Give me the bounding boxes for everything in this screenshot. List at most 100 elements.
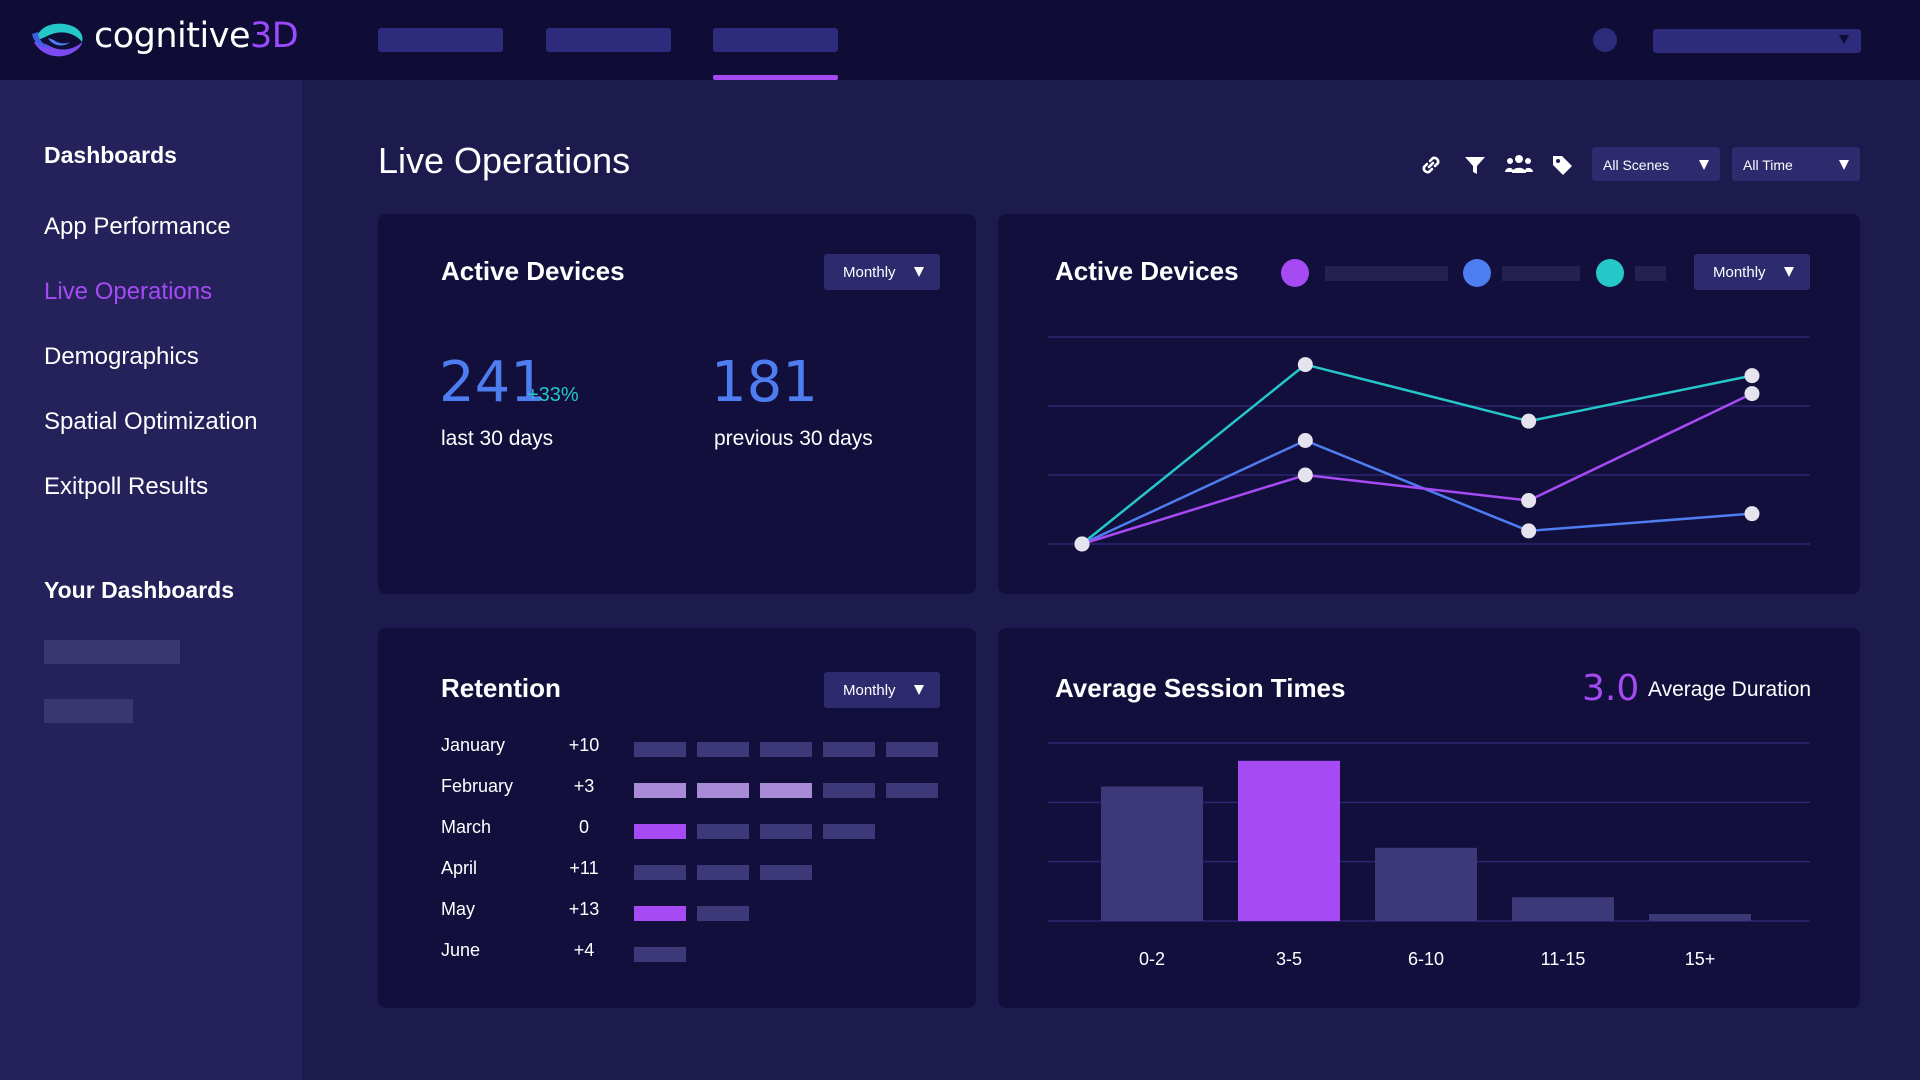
- app-logo-text[interactable]: cognitive3D: [94, 16, 299, 56]
- retention-month-label: June: [441, 940, 481, 960]
- retention-cell[interactable]: [823, 742, 875, 757]
- legend-dot-teal[interactable]: [1596, 259, 1624, 287]
- dropdown-label: Monthly: [1713, 264, 1766, 281]
- retention-cell[interactable]: [823, 824, 875, 839]
- sidebar-item-demographics[interactable]: Demographics: [44, 343, 199, 370]
- retention-cell[interactable]: [697, 783, 749, 798]
- active-devices-previous-label: previous 30 days: [714, 427, 873, 450]
- legend-label-placeholder: [1635, 266, 1666, 281]
- retention-cell[interactable]: [823, 783, 875, 798]
- retention-cell[interactable]: [760, 865, 812, 880]
- avatar[interactable]: [1593, 28, 1617, 52]
- retention-month-label: January: [441, 735, 506, 755]
- retention-cell[interactable]: [634, 947, 686, 962]
- sidebar-item-placeholder-2[interactable]: [44, 699, 133, 723]
- x-tick-label: 15+: [1685, 949, 1716, 969]
- retention-cell[interactable]: [634, 783, 686, 798]
- active-devices-stat-title: Active Devices: [441, 256, 625, 286]
- scene-select[interactable]: All Scenes: [1592, 147, 1720, 181]
- users-icon[interactable]: [1504, 152, 1534, 178]
- retention-cell[interactable]: [886, 742, 938, 757]
- retention-delta: +13: [568, 899, 600, 919]
- bar-3-5[interactable]: [1238, 760, 1340, 921]
- retention-delta: +11: [569, 858, 599, 878]
- retention-cell[interactable]: [697, 742, 749, 757]
- dropdown-label: Monthly: [843, 264, 896, 281]
- retention-cell[interactable]: [634, 824, 686, 839]
- retention-month-label: April: [441, 858, 478, 878]
- nav-tab-2[interactable]: [546, 28, 671, 52]
- page-title: Live Operations: [378, 140, 631, 181]
- nav-tab-1[interactable]: [378, 28, 503, 52]
- active-devices-period-dropdown[interactable]: Monthly: [824, 254, 940, 290]
- data-point-s2-2[interactable]: [1521, 493, 1537, 509]
- session-times-bar-chart: 0-2 3-5 6-10 11-15 15+: [1048, 742, 1810, 969]
- time-select[interactable]: All Time: [1732, 147, 1860, 181]
- legend-label-placeholder: [1325, 266, 1448, 281]
- retention-cell[interactable]: [634, 865, 686, 880]
- retention-cell[interactable]: [697, 906, 749, 921]
- sidebar-item-live-operations[interactable]: Live Operations: [44, 278, 213, 305]
- sidebar-item-app-performance[interactable]: App Performance: [44, 213, 231, 240]
- retention-month-label: February: [441, 776, 514, 796]
- nav-tab-3[interactable]: [713, 28, 838, 52]
- scene-select-label: All Scenes: [1603, 157, 1670, 173]
- sidebar-item-exitpoll-results[interactable]: Exitpoll Results: [44, 473, 209, 500]
- chevron-down-icon: [1699, 160, 1709, 170]
- bar-15+[interactable]: [1649, 914, 1751, 921]
- data-point-s1-2[interactable]: [1521, 523, 1537, 539]
- data-point-s0-2[interactable]: [1521, 413, 1537, 429]
- x-tick-label: 11-15: [1541, 949, 1586, 969]
- bar-11-15[interactable]: [1512, 897, 1614, 921]
- data-point-s1-1[interactable]: [1297, 433, 1313, 448]
- top-bar: cognitive3D: [0, 0, 1920, 80]
- x-tick-label: 3-5: [1276, 949, 1302, 969]
- legend-dot-purple[interactable]: [1281, 259, 1309, 287]
- series-line-0: [1081, 363, 1753, 545]
- active-devices-current-label: last 30 days: [441, 427, 554, 450]
- retention-delta: +3: [573, 776, 595, 796]
- data-point-s2-3[interactable]: [1744, 386, 1760, 402]
- active-devices-chart-title: Active Devices: [1055, 256, 1239, 286]
- legend-label-placeholder: [1502, 266, 1580, 281]
- sidebar-item-placeholder-1[interactable]: [44, 640, 180, 664]
- retention-cell[interactable]: [697, 865, 749, 880]
- retention-cell[interactable]: [886, 783, 938, 798]
- data-point-s0-3[interactable]: [1744, 368, 1760, 384]
- session-times-title: Average Session Times: [1055, 673, 1346, 703]
- data-point-s2-0[interactable]: [1074, 536, 1090, 552]
- average-duration-value: 3.0: [1582, 668, 1640, 709]
- data-point-s1-3[interactable]: [1744, 506, 1760, 522]
- retention-cell[interactable]: [760, 783, 812, 798]
- cognitive3d-logo-icon[interactable]: [30, 16, 86, 62]
- bar-6-10[interactable]: [1375, 847, 1477, 921]
- active-devices-line-chart: [1048, 336, 1810, 552]
- retention-cell[interactable]: [634, 742, 686, 757]
- time-select-label: All Time: [1743, 157, 1793, 173]
- active-devices-current-value: 241: [439, 350, 546, 415]
- link-icon[interactable]: [1418, 152, 1444, 178]
- retention-cell[interactable]: [634, 906, 686, 921]
- sidebar-item-spatial-optimization[interactable]: Spatial Optimization: [44, 408, 258, 435]
- active-devices-chart-period-dropdown[interactable]: Monthly: [1694, 254, 1810, 290]
- filter-icon[interactable]: [1462, 152, 1488, 178]
- chevron-down-icon: [1839, 160, 1849, 170]
- sidebar-heading-dashboards: Dashboards: [44, 142, 177, 168]
- sidebar: Dashboards App Performance Live Operatio…: [0, 80, 302, 1080]
- retention-cell[interactable]: [760, 742, 812, 757]
- retention-cell[interactable]: [760, 824, 812, 839]
- retention-month-label: May: [441, 899, 476, 919]
- chevron-down-icon: [914, 685, 924, 695]
- data-point-s0-1[interactable]: [1297, 357, 1313, 373]
- retention-period-dropdown[interactable]: Monthly: [824, 672, 940, 708]
- bar-0-2[interactable]: [1101, 786, 1203, 921]
- sidebar-heading-your-dashboards: Your Dashboards: [44, 577, 234, 603]
- user-menu-dropdown[interactable]: [1653, 29, 1861, 53]
- data-point-s2-1[interactable]: [1297, 467, 1313, 483]
- tag-icon[interactable]: [1549, 152, 1575, 178]
- x-tick-label: 6-10: [1408, 949, 1444, 969]
- legend-dot-blue[interactable]: [1463, 259, 1491, 287]
- retention-cell[interactable]: [697, 824, 749, 839]
- retention-month-label: March: [441, 817, 492, 837]
- active-devices-change: +33%: [527, 384, 579, 406]
